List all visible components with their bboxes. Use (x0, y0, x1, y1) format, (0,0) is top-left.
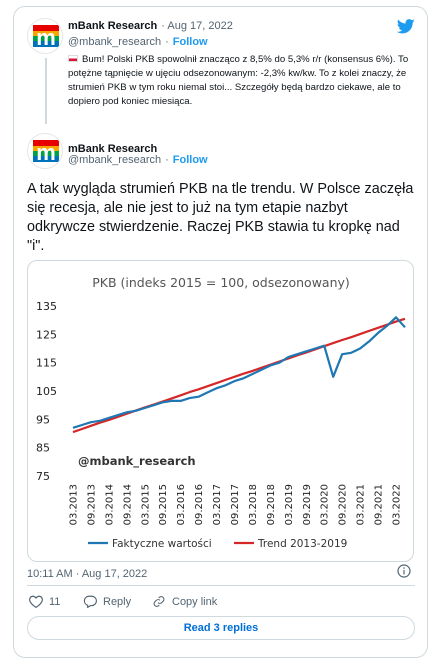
chart-watermark: @mbank_research (78, 454, 196, 469)
read-replies-button[interactable]: Read 3 replies (27, 616, 415, 640)
legend-label-trend: Trend 2013-2019 (257, 538, 347, 550)
heart-icon (29, 595, 43, 608)
x-tick-label: 03.2022 (392, 484, 403, 525)
x-tick-label: 09.2020 (338, 484, 349, 525)
poland-flag-icon (68, 55, 78, 62)
mbank-logo-icon: m (28, 19, 62, 53)
divider (27, 585, 415, 586)
tweet-timestamp[interactable]: 10:11 AM · Aug 17, 2022 (27, 568, 148, 580)
x-tick-label: 03.2020 (320, 484, 331, 525)
copy-link-label: Copy link (172, 595, 218, 608)
x-tick-label: 03.2013 (69, 484, 80, 525)
svg-text:m: m (36, 140, 56, 165)
tweet-media-chart[interactable]: PKB (indeks 2015 = 100, odsezonowany) 75 8… (27, 260, 414, 562)
like-count: 11 (49, 595, 61, 608)
x-tick-label: 03.2018 (248, 484, 259, 525)
tweet-embed-card: m mBank Research · Aug 17, 2022 @mbank_r… (13, 6, 428, 658)
y-tick-label: 95 (36, 413, 50, 426)
twitter-bird-icon[interactable] (397, 19, 415, 34)
read-replies-label: Read 3 replies (183, 622, 259, 634)
quoted-handle-row: @mbank_research · Follow (68, 36, 208, 48)
like-button[interactable]: 11 (29, 595, 60, 608)
dot-separator: · (165, 154, 169, 166)
chart-title: PKB (indeks 2015 = 100, odsezonowany) (92, 275, 350, 290)
quoted-tweet-text-block: Bum! Polski PKB spowolnił znacząco z 8,5… (68, 53, 413, 109)
tweet-text: A tak wygląda strumień PKB na tle trendu… (27, 181, 414, 254)
x-tick-label: 09.2016 (194, 484, 205, 525)
author-name[interactable]: mBank Research (68, 143, 158, 155)
link-icon (153, 596, 165, 607)
copy-link-button[interactable]: Copy link (152, 595, 217, 608)
follow-link[interactable]: Follow (172, 154, 208, 166)
quoted-tweet-text: Bum! Polski PKB spowolnił znacząco z 8,5… (68, 54, 409, 107)
x-tick-label: 03.2014 (104, 484, 115, 525)
main-header: mBank Research (68, 139, 157, 157)
info-icon[interactable] (397, 564, 411, 578)
y-tick-label: 135 (36, 300, 57, 313)
x-tick-label: 03.2015 (140, 484, 151, 525)
reply-button[interactable]: Reply (83, 595, 131, 608)
y-tick-label: 105 (36, 385, 57, 398)
y-tick-label: 75 (36, 470, 50, 483)
y-tick-label: 85 (36, 442, 50, 455)
x-tick-label: 09.2019 (302, 484, 313, 525)
reply-bubble-icon (83, 595, 97, 608)
reply-label: Reply (103, 595, 132, 608)
legend-label-actual: Faktyczne wartości (112, 538, 212, 550)
x-tick-label: 09.2015 (158, 484, 169, 525)
author-handle[interactable]: @mbank_research (68, 154, 162, 166)
x-tick-label: 09.2013 (86, 484, 97, 525)
gdp-line-chart: PKB (indeks 2015 = 100, odsezonowany) 75 8… (36, 275, 406, 550)
x-tick-label: 03.2016 (176, 484, 187, 525)
x-tick-label: 09.2014 (122, 484, 133, 525)
main-handle-row: @mbank_research · Follow (68, 154, 208, 166)
x-tick-label: 03.2021 (356, 484, 367, 525)
series-line-trend (72, 317, 406, 434)
mbank-logo-icon: m (28, 134, 62, 168)
dot-separator: · (165, 36, 169, 48)
avatar[interactable]: m (27, 18, 63, 54)
timestamp-row: 10:11 AM · Aug 17, 2022 (27, 564, 147, 582)
x-tick-label: 03.2019 (284, 484, 295, 525)
x-tick-label: 03.2017 (212, 484, 223, 525)
series-line-actual (72, 316, 406, 429)
y-tick-label: 125 (36, 328, 57, 341)
author-name[interactable]: mBank Research (68, 20, 158, 32)
avatar[interactable]: m (27, 133, 63, 169)
quoted-header: mBank Research · Aug 17, 2022 (68, 20, 233, 32)
follow-link[interactable]: Follow (172, 36, 208, 48)
tweet-date[interactable]: · Aug 17, 2022 (161, 20, 233, 32)
y-tick-label: 115 (36, 357, 57, 370)
svg-text:m: m (36, 25, 56, 50)
thread-line (45, 58, 47, 124)
x-tick-label: 09.2018 (266, 484, 277, 525)
x-tick-label: 09.2017 (230, 484, 241, 525)
author-handle[interactable]: @mbank_research (68, 36, 162, 48)
x-tick-label: 09.2021 (374, 484, 385, 525)
